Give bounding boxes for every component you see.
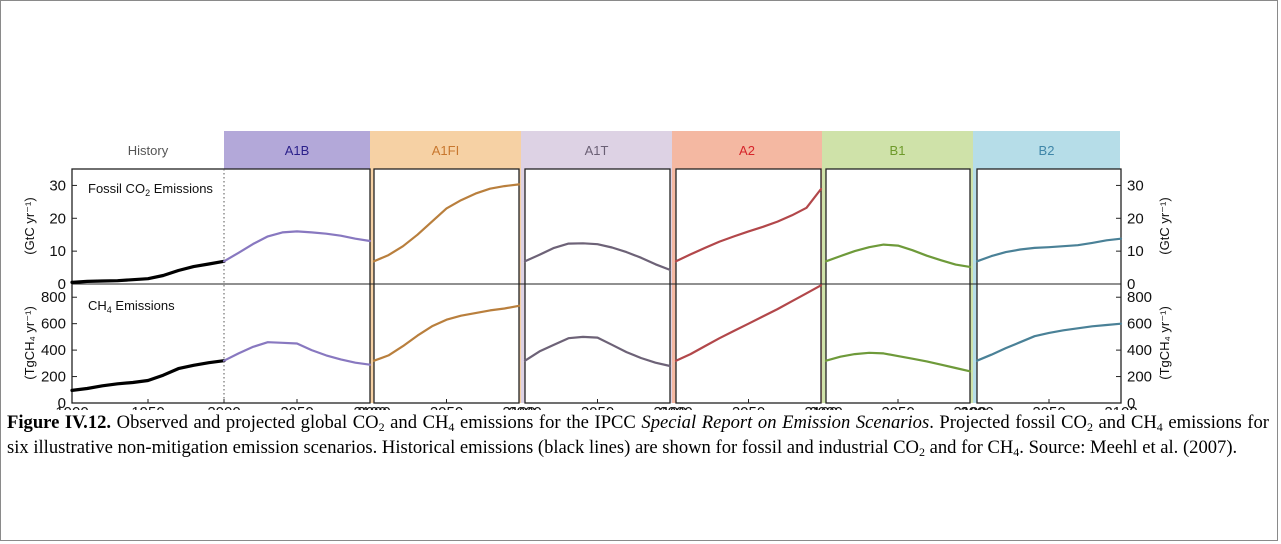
header-label-a2: A2 — [739, 143, 755, 158]
ch4-ytick-label-right: 600 — [1127, 316, 1152, 333]
plot-frame-b2 — [976, 168, 1122, 404]
xtick-label: 2000 — [357, 404, 390, 410]
co2-ytick-label-right: 30 — [1127, 177, 1144, 194]
ch4-series-b1 — [824, 351, 972, 373]
co2-ytick-label-left: 0 — [58, 276, 66, 293]
xtick-label: 2000 — [659, 404, 692, 410]
axes — [71, 169, 1122, 404]
header-band-b1 — [822, 131, 973, 169]
header-label-a1b: A1B — [285, 143, 310, 158]
ch4-ytick-label-right: 400 — [1127, 342, 1152, 359]
co2-panel-title: Fossil CO2 Emissions — [88, 181, 213, 198]
ch4-ytick-label-left: 600 — [41, 316, 66, 333]
ch4-ylabel-left: (TgCH₄ yr⁻¹) — [22, 306, 37, 380]
header-band-b2 — [973, 131, 1120, 169]
header-label-b1: B1 — [890, 143, 906, 158]
ch4-ytick-label-left: 200 — [41, 369, 66, 386]
axis-labels: 0 0 10 10 20 20 30 30 0 0 200 200 400 400 600 600 800 800… — [22, 177, 1172, 410]
ch4-panel-title: CH4 Emissions — [88, 298, 175, 315]
figure-label: Figure IV.12. — [7, 412, 112, 433]
co2-series-a1t — [523, 242, 672, 271]
ch4-series-b2 — [975, 322, 1123, 362]
co2-ytick-label-left: 10 — [49, 243, 66, 260]
xtick-label: 2000 — [508, 404, 541, 410]
ch4-series-a1fi — [372, 304, 521, 362]
co2-ytick-label-right: 20 — [1127, 210, 1144, 227]
xtick-label: 1950 — [131, 404, 164, 410]
ch4-ytick-label-right: 800 — [1127, 289, 1152, 306]
xtick-label: 2050 — [1032, 404, 1065, 410]
history-a1b-plot-frame — [71, 168, 371, 404]
header-label-a1fi: A1FI — [432, 143, 459, 158]
co2-ylabel-left: (GtC yr⁻¹) — [22, 197, 37, 254]
xtick-label: 2100 — [653, 404, 686, 410]
co2-series-a1fi — [372, 183, 521, 263]
header-label-history: History — [128, 143, 169, 158]
plot-frame-b1 — [825, 168, 971, 404]
header-band-a1fi — [370, 131, 521, 169]
co2-ytick-label-left: 20 — [49, 210, 66, 227]
co2-series-b1 — [824, 243, 972, 268]
ch4-ytick-label-right: 200 — [1127, 369, 1152, 386]
xtick-label: 2050 — [430, 404, 463, 410]
xtick-label: 2100 — [1104, 404, 1137, 410]
header-band-a1b — [224, 131, 370, 169]
ch4-ylabel-right: (TgCH₄ yr⁻¹) — [1157, 306, 1172, 380]
xtick-label: 2100 — [804, 404, 837, 410]
co2-series-a2 — [674, 187, 823, 263]
header-band-a1t — [521, 131, 672, 169]
co2-ylabel-right: (GtC yr⁻¹) — [1157, 197, 1172, 254]
co2-ytick-label-left: 30 — [49, 177, 66, 194]
figure-caption: Figure IV.12. Observed and projected glo… — [7, 411, 1269, 460]
header-band-a2 — [672, 131, 822, 169]
xtick-label: 2000 — [960, 404, 993, 410]
ch4-ytick-label-left: 800 — [41, 289, 66, 306]
co2-ytick-label-right: 0 — [1127, 276, 1135, 293]
xtick-label: 2000 — [809, 404, 842, 410]
co2-ytick-label-right: 10 — [1127, 243, 1144, 260]
xtick-label: 2050 — [581, 404, 614, 410]
xtick-label: 2000 — [207, 404, 240, 410]
xtick-label: 2050 — [280, 404, 313, 410]
ch4-ytick-label-left: 0 — [58, 395, 66, 410]
series-lines — [70, 183, 1123, 392]
xtick-label: 2100 — [953, 404, 986, 410]
ch4-series-a2 — [674, 284, 823, 362]
xtick-label: 2050 — [881, 404, 914, 410]
co2-series-b2 — [975, 237, 1123, 263]
panel-frames — [71, 168, 1122, 404]
ch4-ytick-label-left: 400 — [41, 342, 66, 359]
co2-history-line — [70, 259, 226, 284]
ch4-history-line — [70, 359, 226, 392]
ch4-series-a1b — [222, 341, 372, 366]
header-label-a1t: A1T — [585, 143, 609, 158]
co2-series-a1b — [222, 230, 372, 263]
plot-frame-a1t — [524, 168, 671, 404]
plot-frame-a1fi — [373, 168, 520, 404]
xtick-label: 2050 — [732, 404, 765, 410]
ch4-ytick-label-right: 0 — [1127, 395, 1135, 410]
header-band-history — [72, 131, 224, 169]
ch4-series-a1t — [523, 335, 672, 368]
caption-text: Observed and projected global CO2 and CH… — [7, 412, 1269, 459]
xtick-label: 2100 — [353, 404, 386, 410]
xtick-label: 1900 — [55, 404, 88, 410]
xtick-label: 2100 — [502, 404, 535, 410]
header-label-b2: B2 — [1039, 143, 1055, 158]
plot-frame-a2 — [675, 168, 822, 404]
